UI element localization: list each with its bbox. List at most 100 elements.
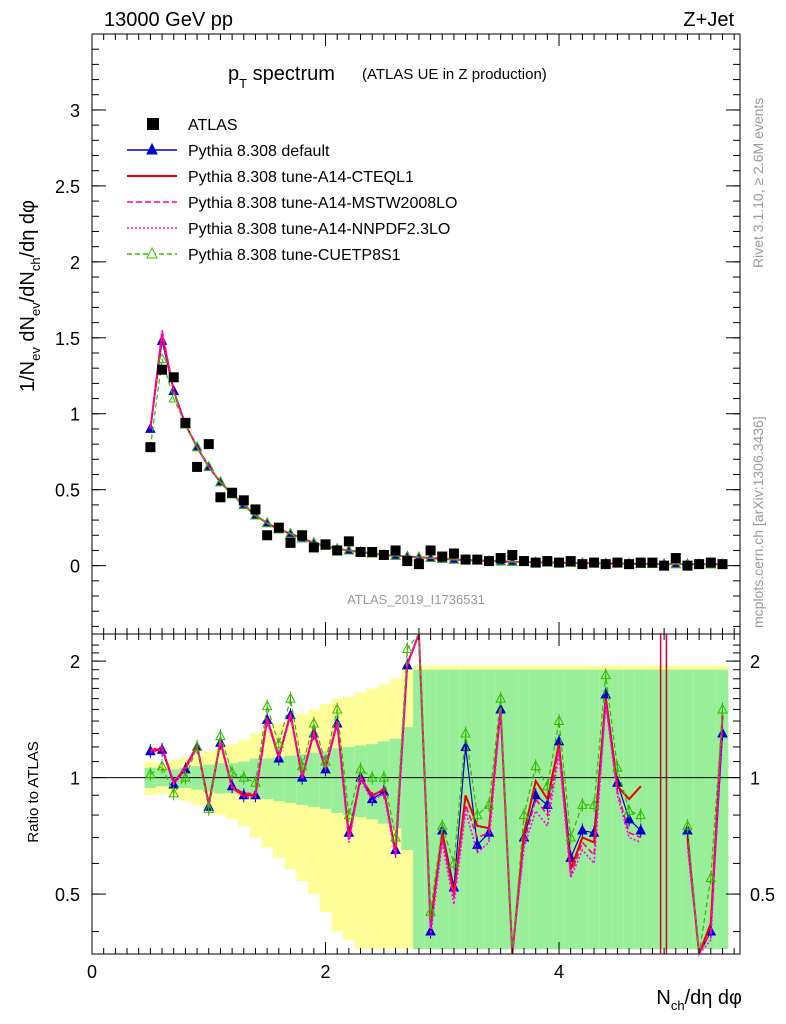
ratio-band-inner xyxy=(646,669,659,950)
ratio-marker-CUETP8S1 xyxy=(600,669,612,680)
ratio-marker-default xyxy=(635,824,647,835)
ratio-band-inner xyxy=(284,755,297,803)
data-point xyxy=(472,554,483,565)
main-marker-CUETP8S1 xyxy=(215,476,226,487)
data-point xyxy=(659,560,670,571)
ratio-marker-CUETP8S1 xyxy=(226,766,238,777)
data-point xyxy=(262,530,273,541)
ratio-band-outer xyxy=(331,698,344,932)
legend-marker-square xyxy=(147,118,159,130)
main-y-tick-label: 3 xyxy=(70,101,80,121)
legend-label: ATLAS xyxy=(188,117,238,134)
ratio-band-inner xyxy=(261,758,273,800)
data-point xyxy=(227,487,238,498)
data-point xyxy=(250,504,261,515)
data-point xyxy=(402,556,413,567)
data-point xyxy=(554,557,565,568)
ratio-band-inner xyxy=(214,763,227,794)
main-marker-CUETP8S1 xyxy=(203,460,215,471)
ratio-band-inner xyxy=(448,669,460,950)
ratio-marker-CUETP8S1 xyxy=(390,831,401,842)
data-point xyxy=(157,364,168,375)
main-line-MSTW2008LO xyxy=(149,330,723,566)
data-point xyxy=(717,559,728,570)
ratio-marker-CUETP8S1 xyxy=(436,819,448,830)
ratio-marker-CUETP8S1 xyxy=(577,798,588,809)
x-tick-label: 2 xyxy=(321,962,331,982)
ratio-y-tick-label-right: 0.5 xyxy=(750,885,775,905)
ratio-band-inner xyxy=(389,738,402,829)
data-point xyxy=(635,557,646,568)
main-marker-CUETP8S1 xyxy=(168,392,180,403)
ratio-marker-CUETP8S1 xyxy=(717,703,728,714)
data-point xyxy=(297,530,308,541)
legend-marker-triangle xyxy=(146,142,158,155)
data-point xyxy=(577,559,588,570)
ratio-band-inner xyxy=(331,748,344,813)
ratio-band-inner xyxy=(202,764,215,792)
ratio-marker-CUETP8S1 xyxy=(203,802,215,813)
ratio-marker-CUETP8S1 xyxy=(495,692,506,703)
ratio-marker-CUETP8S1 xyxy=(285,692,296,703)
data-point xyxy=(565,556,576,567)
side-label-rivet: Rivet 3.1.10, ≥ 2.6M events xyxy=(750,98,766,268)
data-point xyxy=(215,492,226,503)
y-axis-label-main: 1/Nev dNev/dNch/dη dφ xyxy=(17,200,43,392)
data-point xyxy=(378,550,389,561)
ratio-marker-CUETP8S1 xyxy=(168,787,180,798)
data-point xyxy=(413,559,424,570)
ratio-band-inner xyxy=(553,669,565,950)
data-point xyxy=(624,559,635,570)
ratio-marker-CUETP8S1 xyxy=(705,871,717,883)
data-point xyxy=(180,417,191,428)
ratio-marker-CUETP8S1 xyxy=(623,804,635,815)
ratio-band-inner xyxy=(669,669,682,950)
main-marker-CUETP8S1 xyxy=(448,553,460,564)
ratio-y-tick-label-right: 1 xyxy=(750,769,760,789)
data-point xyxy=(145,442,156,453)
ratio-band-outer xyxy=(354,692,367,950)
ratio-band-inner xyxy=(658,669,670,950)
legend: ATLAS Pythia 8.308 default Pythia 8.308 tu… xyxy=(127,117,457,264)
ratio-marker-default xyxy=(623,813,635,824)
data-point xyxy=(542,556,553,567)
ratio-band-inner xyxy=(308,752,320,807)
main-line-CTEQL1 xyxy=(149,334,723,566)
plot-title-main: p xyxy=(228,63,239,85)
ratio-marker-CUETP8S1 xyxy=(612,761,623,772)
ratio-marker-CUETP8S1 xyxy=(215,730,226,741)
data-point xyxy=(332,545,343,556)
ratio-marker-CUETP8S1 xyxy=(565,831,577,842)
data-point xyxy=(530,557,541,568)
data-point xyxy=(367,546,378,557)
ratio-marker-CUETP8S1 xyxy=(261,700,273,711)
ratio-marker-CUETP8S1 xyxy=(366,771,378,782)
ratio-band-inner xyxy=(506,669,519,950)
main-marker-CUETP8S1 xyxy=(506,555,518,566)
plot-title-sub: T xyxy=(239,76,247,91)
main-marker-CUETP8S1 xyxy=(156,352,168,364)
ratio-marker-CUETP8S1 xyxy=(425,905,436,916)
data-point xyxy=(448,548,459,559)
ratio-marker-CUETP8S1 xyxy=(483,798,495,809)
ratio-marker-CUETP8S1 xyxy=(682,819,693,830)
axis-ticks: 0 2 4 0 0.5 1 1.5 2 2.5 3 0.5 0.5 1 1 2 2 xyxy=(55,34,775,982)
header-left: 13000 GeV pp xyxy=(104,9,233,31)
ratio-band-inner xyxy=(564,669,577,950)
main-line-CUETP8S1 xyxy=(149,358,723,565)
data-point xyxy=(437,551,448,562)
plot-title-rest: spectrum xyxy=(247,63,335,85)
data-point xyxy=(495,553,506,564)
main-y-tick-label: 1 xyxy=(70,405,80,425)
x-tick-label: 0 xyxy=(87,962,97,982)
main-marker-CUETP8S1 xyxy=(285,527,296,538)
analysis-watermark: ATLAS_2019_I1736531 xyxy=(347,592,485,607)
data-point xyxy=(308,542,319,553)
ratio-marker-CUETP8S1 xyxy=(635,809,647,820)
data-point xyxy=(483,556,494,567)
main-marker-CUETP8S1 xyxy=(250,509,261,520)
main-y-tick-label: 2.5 xyxy=(55,177,80,197)
legend-marker-triangle xyxy=(146,246,158,259)
data-point xyxy=(670,553,681,564)
ratio-band-inner xyxy=(599,669,612,950)
